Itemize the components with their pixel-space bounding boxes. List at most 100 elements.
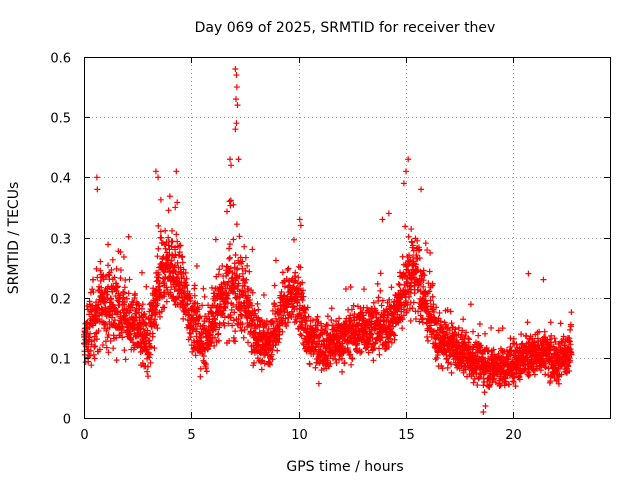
data-point xyxy=(144,368,151,375)
data-point xyxy=(215,271,222,278)
data-point xyxy=(103,344,110,351)
data-point xyxy=(477,342,484,349)
data-point xyxy=(186,329,193,336)
data-point xyxy=(458,331,465,338)
data-point xyxy=(552,338,559,345)
data-point xyxy=(271,282,278,289)
data-point xyxy=(373,309,380,316)
data-point xyxy=(551,335,558,342)
data-point xyxy=(88,362,95,369)
data-point xyxy=(102,320,109,327)
data-point xyxy=(238,327,245,334)
data-point xyxy=(174,259,181,266)
data-point xyxy=(542,371,549,378)
data-point xyxy=(239,258,246,265)
data-point xyxy=(347,351,354,358)
data-point xyxy=(243,276,250,283)
data-point xyxy=(547,319,554,326)
data-point xyxy=(223,208,230,215)
data-point xyxy=(155,174,162,181)
data-point xyxy=(314,313,321,320)
data-point xyxy=(482,330,489,337)
data-point xyxy=(121,347,128,354)
data-point xyxy=(377,270,384,277)
data-point xyxy=(119,334,126,341)
data-point xyxy=(339,355,346,362)
data-point xyxy=(548,332,555,339)
data-point xyxy=(507,343,514,350)
data-point xyxy=(299,297,306,304)
data-point xyxy=(227,197,234,204)
data-point xyxy=(374,322,381,329)
data-point xyxy=(233,72,240,79)
data-point xyxy=(114,311,121,318)
data-point xyxy=(455,324,462,331)
data-point xyxy=(87,347,94,354)
data-point xyxy=(147,351,154,358)
data-point xyxy=(141,320,148,327)
data-point xyxy=(94,186,101,193)
data-point xyxy=(225,290,232,297)
data-point xyxy=(269,356,276,363)
data-point xyxy=(180,289,187,296)
data-point xyxy=(173,231,180,238)
data-point xyxy=(299,287,306,294)
data-point xyxy=(95,301,102,308)
data-point xyxy=(406,293,413,300)
data-point xyxy=(234,102,241,109)
data-point xyxy=(421,272,428,279)
data-point xyxy=(138,269,145,276)
data-point xyxy=(432,356,439,363)
data-point xyxy=(466,336,473,343)
data-point xyxy=(234,265,241,272)
data-point xyxy=(168,243,175,250)
data-point xyxy=(529,348,536,355)
data-point xyxy=(151,345,158,352)
data-point xyxy=(229,322,236,329)
data-point xyxy=(147,344,154,351)
data-point xyxy=(255,306,262,313)
data-point xyxy=(254,355,261,362)
data-point xyxy=(251,359,258,366)
data-point xyxy=(268,351,275,358)
data-point xyxy=(235,280,242,287)
data-point xyxy=(412,315,419,322)
data-point xyxy=(429,280,436,287)
y-tick-label: 0.1 xyxy=(50,353,71,368)
data-point xyxy=(233,84,240,91)
data-point xyxy=(290,311,297,318)
data-point xyxy=(358,348,365,355)
data-point xyxy=(375,345,382,352)
data-point xyxy=(254,341,261,348)
data-point xyxy=(424,247,431,254)
data-point xyxy=(518,369,525,376)
data-point xyxy=(225,278,232,285)
data-point xyxy=(540,276,547,283)
data-point xyxy=(107,337,114,344)
data-point xyxy=(567,357,574,364)
data-point xyxy=(227,202,234,209)
data-point xyxy=(179,253,186,260)
data-point xyxy=(402,223,409,230)
data-point xyxy=(157,313,164,320)
data-point xyxy=(182,269,189,276)
data-point xyxy=(351,310,358,317)
data-point xyxy=(463,329,470,336)
y-tick-label: 0.2 xyxy=(50,293,71,308)
data-point xyxy=(221,314,228,321)
data-point xyxy=(462,366,469,373)
data-point xyxy=(406,252,413,259)
data-point xyxy=(409,305,416,312)
data-point xyxy=(452,326,459,333)
data-point xyxy=(203,368,210,375)
data-point xyxy=(146,337,153,344)
data-point xyxy=(506,381,513,388)
data-point xyxy=(351,317,358,324)
data-point xyxy=(233,96,240,103)
data-point xyxy=(302,321,309,328)
data-point xyxy=(162,245,169,252)
y-axis-title: SRMTID / TECUs xyxy=(6,182,22,295)
data-point xyxy=(427,297,434,304)
data-point xyxy=(379,216,386,223)
